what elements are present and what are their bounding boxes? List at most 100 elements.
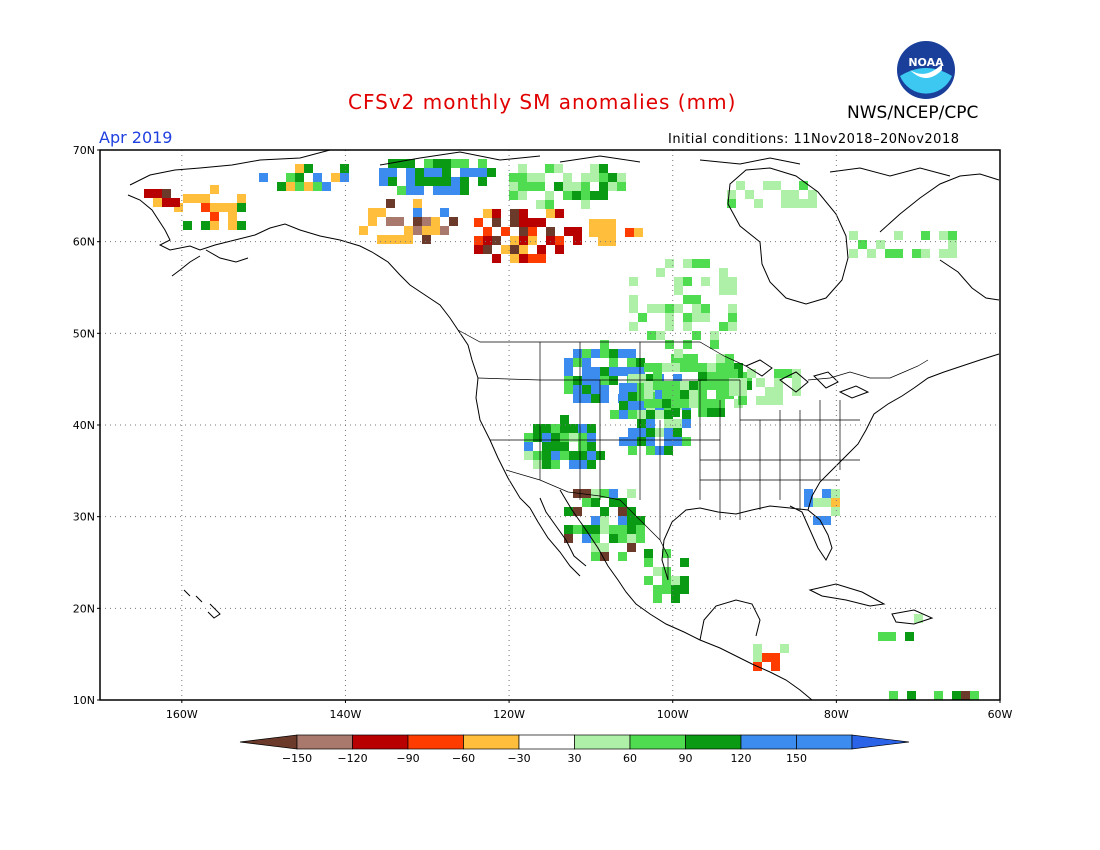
anomaly-cell xyxy=(716,381,725,390)
anomaly-cell xyxy=(573,385,582,394)
anomaly-cell xyxy=(560,451,569,460)
alaska-coast xyxy=(127,149,459,331)
anomaly-cell xyxy=(774,378,783,387)
anomaly-cell xyxy=(636,534,645,543)
anomaly-cell xyxy=(582,358,591,367)
anomaly-cell xyxy=(442,168,451,177)
anomaly-cell xyxy=(573,525,582,534)
anomaly-cell xyxy=(519,245,528,254)
anomaly-cell xyxy=(286,173,295,182)
us-mexico-border xyxy=(505,469,669,580)
anomaly-cell xyxy=(665,340,674,349)
latitude-label: 60N xyxy=(73,236,95,249)
mexico-west-coast xyxy=(559,489,771,673)
anomaly-cell xyxy=(628,374,637,383)
anomaly-cell xyxy=(680,354,689,363)
anomaly-cell xyxy=(774,396,783,405)
anomaly-cell xyxy=(379,168,388,177)
anomaly-cell xyxy=(608,182,617,191)
anomaly-cell xyxy=(889,691,898,700)
anomaly-cell xyxy=(738,378,747,387)
anomaly-cell xyxy=(599,164,608,173)
anomaly-cell xyxy=(656,331,665,340)
anomaly-cell xyxy=(582,385,591,394)
anomaly-cell xyxy=(628,446,637,455)
anomaly-cell xyxy=(501,227,510,236)
anomaly-cell xyxy=(716,363,725,372)
anomaly-cell xyxy=(728,277,737,286)
anomaly-cell xyxy=(728,304,737,313)
anomaly-cell xyxy=(587,424,596,433)
anomaly-cell xyxy=(554,182,563,191)
anomaly-cell xyxy=(673,428,682,437)
anomaly-cell xyxy=(578,442,587,451)
colorbar-labels: −150 −120 −90 −60 −30 30 60 90 120 150 xyxy=(282,752,807,765)
anomaly-cell xyxy=(431,217,440,226)
longitude-labels: 160W 140W 120W 100W 80W 60W xyxy=(166,700,1013,721)
anomaly-cell xyxy=(564,534,573,543)
anomaly-cell xyxy=(618,349,627,358)
anomaly-cell xyxy=(587,451,596,460)
anomaly-cell xyxy=(674,286,683,295)
anomaly-cell xyxy=(524,433,533,442)
anomaly-cell xyxy=(386,217,395,226)
anomaly-cell xyxy=(692,331,701,340)
anomaly-cell xyxy=(210,221,219,230)
anomaly-cell xyxy=(424,168,433,177)
anomaly-cell xyxy=(618,516,627,525)
anomaly-cell xyxy=(600,385,609,394)
longitude-label: 100W xyxy=(657,708,689,721)
anomaly-cell xyxy=(664,419,673,428)
anomaly-cell xyxy=(536,200,545,209)
anomaly-cell xyxy=(729,369,738,378)
anomaly-cell xyxy=(210,185,219,194)
anomaly-cell xyxy=(560,433,569,442)
anomaly-cell xyxy=(948,249,957,258)
anomaly-cell xyxy=(542,442,551,451)
anomaly-cell xyxy=(772,181,781,190)
anomaly-cell xyxy=(653,363,662,372)
anomaly-cell xyxy=(228,221,237,230)
initial-conditions: Initial conditions: 11Nov2018–20Nov2018 xyxy=(668,132,960,147)
anomaly-cell xyxy=(698,372,707,381)
anomaly-cell xyxy=(905,632,914,641)
anomaly-cell xyxy=(813,498,822,507)
anomaly-cell xyxy=(636,385,645,394)
colorbar-tick-label: 90 xyxy=(679,752,693,765)
anomaly-cell xyxy=(753,653,762,662)
anomaly-cell xyxy=(519,218,528,227)
anomaly-cell xyxy=(792,378,801,387)
anomaly-cell xyxy=(518,191,527,200)
anomaly-cell xyxy=(673,419,682,428)
cuba xyxy=(808,583,886,607)
anomaly-cell xyxy=(368,217,377,226)
gulf-coast xyxy=(661,505,833,581)
anomaly-cell xyxy=(519,209,528,218)
anomaly-cell xyxy=(591,489,600,498)
anomaly-cell xyxy=(804,489,813,498)
anomaly-cell xyxy=(460,168,469,177)
anomaly-cell xyxy=(524,442,533,451)
anomaly-cell xyxy=(295,173,304,182)
anomaly-cell xyxy=(887,632,896,641)
anomaly-cell xyxy=(876,240,885,249)
anomaly-cell xyxy=(799,199,808,208)
anomaly-cell xyxy=(555,245,564,254)
anomaly-cell xyxy=(774,387,783,396)
anomaly-cell xyxy=(483,209,492,218)
anomaly-cell xyxy=(536,173,545,182)
anomaly-cell xyxy=(406,159,415,168)
colorbar-tick-label: −30 xyxy=(507,752,530,765)
anomaly-cell xyxy=(518,182,527,191)
anomaly-cell xyxy=(637,437,646,446)
labrador-coast xyxy=(879,173,1000,301)
anomaly-cell xyxy=(719,286,728,295)
anomaly-cell xyxy=(662,363,671,372)
anomaly-cell xyxy=(578,451,587,460)
anomaly-cell xyxy=(210,203,219,212)
anomaly-cell xyxy=(536,182,545,191)
anomaly-cell xyxy=(682,419,691,428)
anomaly-cell xyxy=(683,340,692,349)
anomaly-cell xyxy=(442,159,451,168)
anomaly-cell xyxy=(413,226,422,235)
